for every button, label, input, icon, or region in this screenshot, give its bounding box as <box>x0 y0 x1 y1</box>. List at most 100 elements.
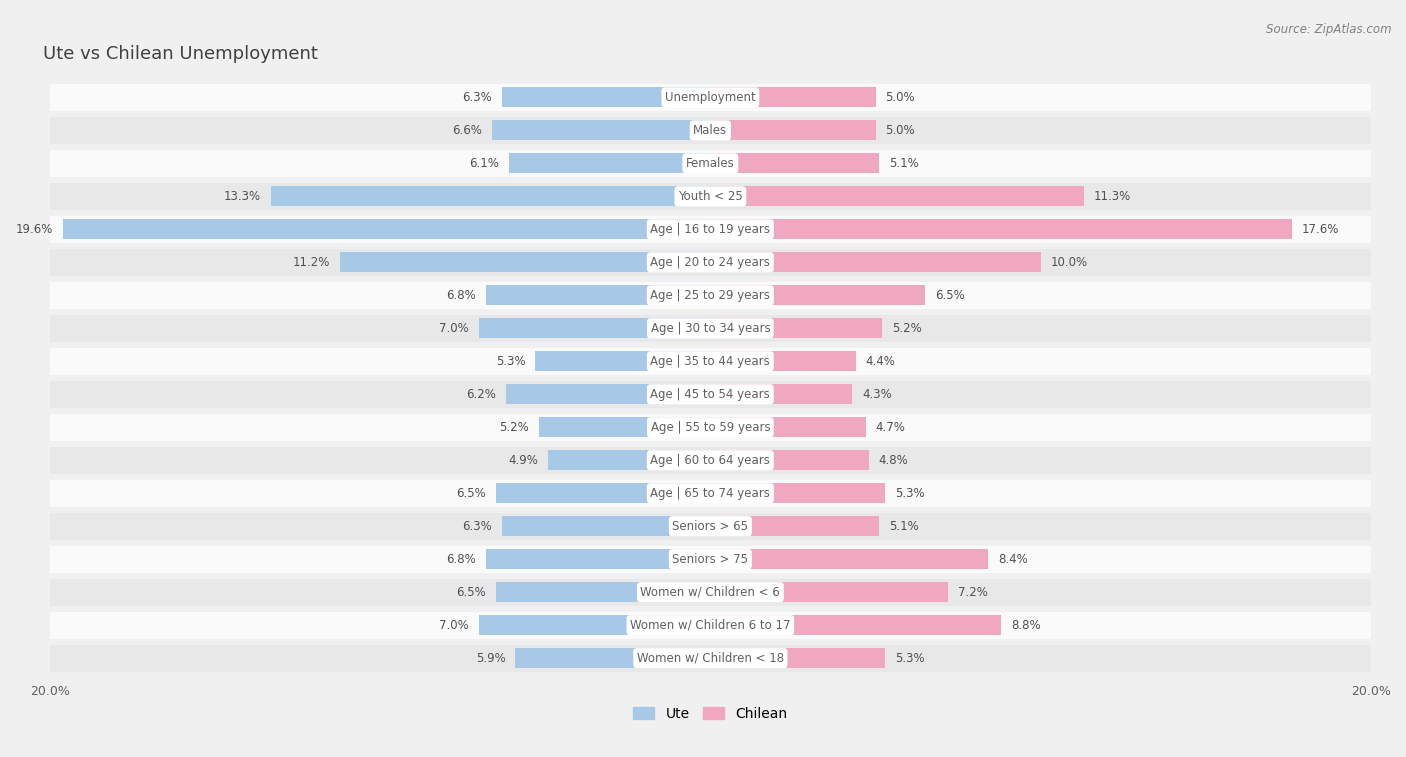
Bar <box>506 385 710 404</box>
Bar <box>479 319 710 338</box>
Bar <box>49 282 1371 309</box>
Bar <box>710 550 988 569</box>
Text: Age | 60 to 64 years: Age | 60 to 64 years <box>651 453 770 467</box>
Text: Women w/ Children < 6: Women w/ Children < 6 <box>641 586 780 599</box>
Text: 4.4%: 4.4% <box>866 355 896 368</box>
Text: 8.8%: 8.8% <box>1011 618 1040 631</box>
Text: 8.4%: 8.4% <box>998 553 1028 565</box>
Bar <box>485 285 710 305</box>
Bar <box>710 483 886 503</box>
Bar <box>502 88 710 107</box>
Legend: Ute, Chilean: Ute, Chilean <box>633 707 787 721</box>
Text: 5.1%: 5.1% <box>889 520 918 533</box>
Bar <box>49 447 1371 474</box>
Text: 4.9%: 4.9% <box>509 453 538 467</box>
Text: Age | 45 to 54 years: Age | 45 to 54 years <box>651 388 770 400</box>
Text: Age | 30 to 34 years: Age | 30 to 34 years <box>651 322 770 335</box>
Bar <box>710 351 856 371</box>
Text: 5.3%: 5.3% <box>496 355 526 368</box>
Bar <box>710 186 1084 206</box>
Bar <box>502 516 710 536</box>
Bar <box>49 315 1371 342</box>
Bar <box>49 249 1371 276</box>
Text: 4.8%: 4.8% <box>879 453 908 467</box>
Bar <box>49 512 1371 540</box>
Bar <box>49 480 1371 506</box>
Bar <box>49 578 1371 606</box>
Bar <box>538 417 710 437</box>
Bar <box>63 220 710 239</box>
Bar <box>492 120 710 140</box>
Text: 13.3%: 13.3% <box>224 190 262 203</box>
Text: 6.3%: 6.3% <box>463 91 492 104</box>
Text: 5.0%: 5.0% <box>886 124 915 137</box>
Bar <box>710 582 948 602</box>
Bar <box>496 582 710 602</box>
Text: 4.7%: 4.7% <box>876 421 905 434</box>
Text: 5.2%: 5.2% <box>891 322 922 335</box>
Text: Women w/ Children < 18: Women w/ Children < 18 <box>637 652 785 665</box>
Text: 5.2%: 5.2% <box>499 421 529 434</box>
Bar <box>49 117 1371 144</box>
Text: 5.3%: 5.3% <box>896 487 925 500</box>
Text: 11.3%: 11.3% <box>1094 190 1130 203</box>
Text: 5.0%: 5.0% <box>886 91 915 104</box>
Text: 6.5%: 6.5% <box>456 586 485 599</box>
Bar <box>49 546 1371 573</box>
Bar <box>496 483 710 503</box>
Text: 6.5%: 6.5% <box>456 487 485 500</box>
Text: Age | 16 to 19 years: Age | 16 to 19 years <box>651 223 770 236</box>
Text: Age | 20 to 24 years: Age | 20 to 24 years <box>651 256 770 269</box>
Bar <box>710 648 886 668</box>
Text: 6.1%: 6.1% <box>470 157 499 170</box>
Bar <box>49 381 1371 408</box>
Text: Ute vs Chilean Unemployment: Ute vs Chilean Unemployment <box>44 45 318 64</box>
Text: 5.3%: 5.3% <box>896 652 925 665</box>
Text: 6.8%: 6.8% <box>446 289 475 302</box>
Bar <box>710 154 879 173</box>
Bar <box>536 351 710 371</box>
Bar <box>710 417 866 437</box>
Bar <box>49 216 1371 243</box>
Bar <box>516 648 710 668</box>
Text: 11.2%: 11.2% <box>292 256 330 269</box>
Text: Women w/ Children 6 to 17: Women w/ Children 6 to 17 <box>630 618 790 631</box>
Text: 5.9%: 5.9% <box>475 652 506 665</box>
Bar <box>710 450 869 470</box>
Text: 5.1%: 5.1% <box>889 157 918 170</box>
Bar <box>710 220 1292 239</box>
Bar <box>710 285 925 305</box>
Text: Unemployment: Unemployment <box>665 91 756 104</box>
Bar <box>49 183 1371 210</box>
Text: 6.5%: 6.5% <box>935 289 965 302</box>
Text: 7.0%: 7.0% <box>440 322 470 335</box>
Text: 7.2%: 7.2% <box>957 586 988 599</box>
Bar <box>49 347 1371 375</box>
Text: 6.2%: 6.2% <box>465 388 496 400</box>
Bar <box>49 645 1371 671</box>
Text: Age | 55 to 59 years: Age | 55 to 59 years <box>651 421 770 434</box>
Bar <box>49 612 1371 639</box>
Text: 10.0%: 10.0% <box>1050 256 1088 269</box>
Bar <box>340 252 710 273</box>
Bar <box>485 550 710 569</box>
Text: 6.3%: 6.3% <box>463 520 492 533</box>
Bar <box>49 150 1371 177</box>
Bar <box>271 186 710 206</box>
Bar <box>710 88 876 107</box>
Bar <box>710 120 876 140</box>
Bar <box>710 385 852 404</box>
Text: Females: Females <box>686 157 735 170</box>
Bar <box>710 319 882 338</box>
Text: Age | 25 to 29 years: Age | 25 to 29 years <box>651 289 770 302</box>
Text: Seniors > 75: Seniors > 75 <box>672 553 748 565</box>
Bar <box>49 84 1371 111</box>
Text: 6.8%: 6.8% <box>446 553 475 565</box>
Bar <box>548 450 710 470</box>
Text: 19.6%: 19.6% <box>15 223 53 236</box>
Bar <box>509 154 710 173</box>
Text: Source: ZipAtlas.com: Source: ZipAtlas.com <box>1267 23 1392 36</box>
Text: Males: Males <box>693 124 727 137</box>
Text: 17.6%: 17.6% <box>1302 223 1339 236</box>
Text: Seniors > 65: Seniors > 65 <box>672 520 748 533</box>
